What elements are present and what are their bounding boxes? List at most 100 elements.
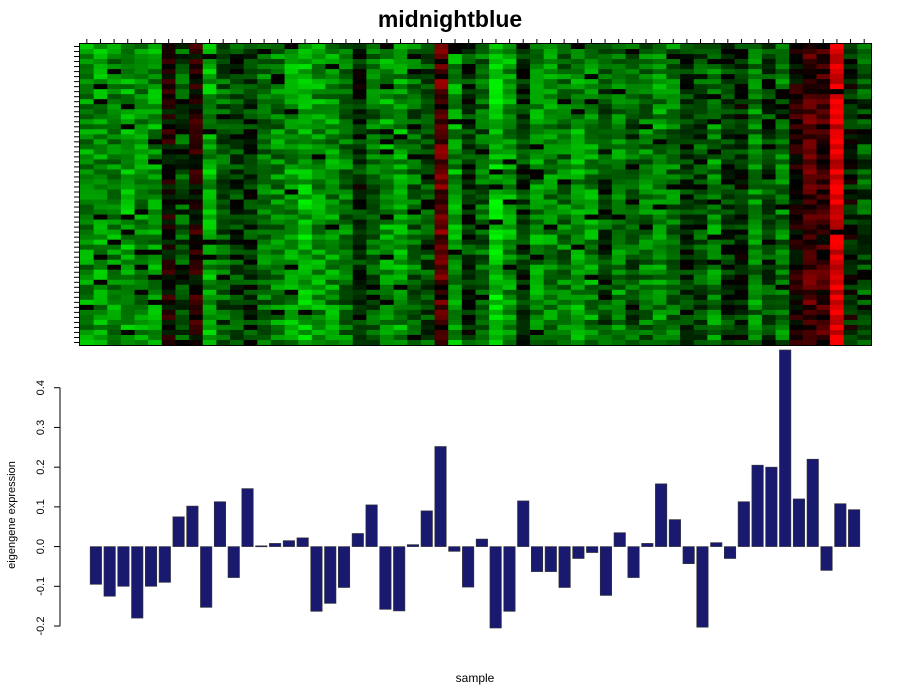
heatmap-cell	[761, 209, 777, 216]
heatmap-cell	[311, 209, 327, 216]
heatmap-cell	[857, 94, 872, 100]
heatmap-cell	[448, 304, 463, 311]
heatmap-cell	[420, 219, 436, 226]
heatmap-cell	[666, 114, 681, 120]
heatmap-cell	[707, 204, 722, 211]
heatmap-cell	[570, 119, 586, 125]
heatmap-cell	[748, 174, 763, 181]
heatmap-cell	[530, 159, 545, 165]
heatmap-cell	[734, 329, 749, 336]
heatmap-cell	[298, 224, 313, 231]
heatmap-cell	[748, 214, 763, 221]
heatmap-cell	[502, 274, 518, 281]
heatmap-cell	[380, 204, 395, 211]
heatmap-cell	[652, 319, 668, 326]
heatmap-cell	[557, 274, 572, 281]
heatmap-cell	[720, 59, 736, 65]
heatmap-cell	[339, 64, 354, 70]
heatmap-cell	[680, 139, 695, 145]
heatmap-cell	[80, 239, 95, 246]
heatmap-cell	[557, 169, 572, 176]
heatmap-cell	[475, 89, 490, 95]
heatmap-cell	[284, 159, 299, 165]
heatmap-cell	[448, 314, 463, 321]
heatmap-cell	[489, 339, 504, 346]
heatmap-cell	[857, 189, 872, 196]
heatmap-cell	[625, 219, 640, 226]
heatmap-cell	[475, 294, 490, 301]
heatmap-cell	[134, 259, 149, 266]
heatmap-cell	[420, 269, 436, 276]
heatmap-cell	[270, 214, 286, 221]
heatmap-cell	[120, 94, 136, 100]
heatmap-cell	[843, 109, 858, 115]
heatmap-cell	[720, 209, 736, 216]
heatmap-cell	[816, 239, 831, 246]
heatmap-cell	[311, 164, 327, 171]
heatmap-cell	[857, 299, 872, 306]
heatmap-cell	[461, 59, 477, 65]
heatmap-cell	[857, 164, 872, 171]
heatmap-cell	[393, 274, 408, 281]
heatmap-cell	[216, 339, 231, 346]
heatmap-cell	[420, 129, 436, 135]
heatmap-cell	[257, 234, 272, 241]
heatmap-cell	[339, 114, 354, 120]
heatmap-cell	[284, 254, 299, 261]
heatmap-cell	[80, 204, 95, 211]
heatmap-cell	[161, 334, 177, 341]
heatmap-cell	[80, 84, 95, 90]
heatmap-cell	[570, 149, 586, 155]
heatmap-cell	[816, 229, 831, 236]
heatmap-cell	[366, 334, 381, 341]
heatmap-cell	[802, 289, 818, 296]
heatmap-cell	[175, 44, 190, 50]
heatmap-cell	[148, 209, 163, 216]
heatmap-cell	[380, 334, 395, 341]
heatmap-cell	[543, 179, 558, 186]
heatmap-cell	[202, 74, 217, 80]
heatmap-cell	[175, 334, 190, 341]
heatmap-cell	[407, 64, 422, 70]
heatmap-cell	[516, 284, 531, 291]
heatmap-cell	[80, 129, 95, 135]
heatmap-cell	[161, 114, 177, 120]
heatmap-cell	[802, 74, 818, 80]
heatmap-cell	[611, 179, 627, 186]
heatmap-cell	[134, 129, 149, 135]
heatmap-cell	[707, 164, 722, 171]
heatmap-cell	[420, 279, 436, 286]
heatmap-cell	[707, 334, 722, 341]
heatmap-cell	[761, 189, 777, 196]
heatmap-cell	[666, 299, 681, 306]
heatmap-cell	[230, 334, 245, 341]
heatmap-cell	[489, 324, 504, 331]
heatmap-cell	[489, 144, 504, 150]
heatmap-cell	[93, 89, 108, 95]
heatmap-cell	[843, 54, 858, 60]
heatmap-cell	[557, 44, 572, 50]
heatmap-cell	[120, 244, 136, 251]
heatmap-cell	[243, 114, 258, 120]
heatmap-cell	[611, 139, 627, 145]
heatmap-cell	[530, 174, 545, 181]
heatmap-cell	[325, 239, 340, 246]
heatmap-cell	[284, 179, 299, 186]
heatmap-cell	[734, 294, 749, 301]
heatmap-cell	[120, 174, 136, 181]
heatmap-cell	[352, 74, 367, 80]
heatmap-cell	[420, 209, 436, 216]
heatmap-cell	[598, 219, 613, 226]
heatmap-cell	[202, 209, 217, 216]
heatmap-cell	[461, 109, 477, 115]
heatmap-cell	[761, 119, 777, 125]
heatmap-cell	[216, 179, 231, 186]
heatmap-cell	[230, 194, 245, 201]
heatmap-cell	[161, 324, 177, 331]
heatmap-cell	[693, 179, 708, 186]
heatmap-cell	[748, 44, 763, 50]
heatmap-cell	[202, 334, 217, 341]
heatmap-cell	[202, 294, 217, 301]
heatmap-cell	[570, 89, 586, 95]
heatmap-cell	[652, 294, 668, 301]
